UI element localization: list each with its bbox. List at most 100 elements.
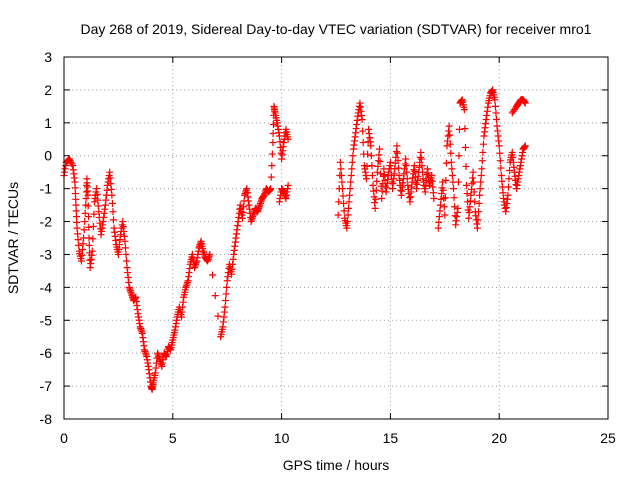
data-point — [447, 158, 455, 166]
data-point — [211, 292, 219, 300]
data-point — [521, 99, 529, 107]
data-point — [85, 241, 93, 249]
data-point — [221, 303, 229, 311]
data-point — [284, 181, 292, 189]
data-point — [347, 171, 355, 179]
data-point — [470, 178, 478, 186]
data-point — [85, 234, 93, 242]
data-point — [206, 250, 214, 258]
x-tick-label: 20 — [491, 430, 507, 446]
data-point — [65, 155, 73, 163]
data-point — [337, 165, 345, 173]
data-point — [440, 203, 448, 211]
data-point — [337, 171, 345, 179]
data-point — [497, 164, 505, 172]
y-axis-label: SDTVAR / TECUs — [5, 182, 21, 294]
data-point — [284, 135, 292, 143]
data-point — [269, 139, 277, 147]
data-point — [492, 109, 500, 117]
data-point — [269, 130, 277, 138]
data-point — [439, 178, 447, 186]
data-point — [108, 199, 116, 207]
x-tick-label: 10 — [274, 430, 290, 446]
data-point — [477, 171, 485, 179]
data-point — [269, 120, 277, 128]
data-point — [471, 198, 479, 206]
data-point — [336, 158, 344, 166]
data-point — [123, 257, 131, 265]
data-point — [445, 122, 453, 130]
data-point — [491, 102, 499, 110]
data-point — [68, 160, 76, 168]
data-point — [349, 152, 357, 160]
data-point — [110, 216, 118, 224]
data-point — [378, 195, 386, 203]
data-point — [358, 116, 366, 124]
data-point — [461, 125, 469, 133]
data-point — [430, 195, 438, 203]
y-tick-label: -1 — [40, 181, 53, 197]
y-tick-label: 0 — [44, 148, 52, 164]
data-point — [463, 181, 471, 189]
y-tick-label: -7 — [40, 378, 53, 394]
data-point — [393, 142, 401, 150]
data-point — [348, 165, 356, 173]
data-point — [418, 168, 426, 176]
data-point — [345, 204, 353, 212]
data-point — [372, 195, 380, 203]
data-point — [268, 162, 276, 170]
data-point — [446, 140, 454, 148]
data-point — [90, 210, 98, 218]
data-point — [460, 106, 468, 114]
data-point — [379, 172, 387, 180]
data-point — [403, 168, 411, 176]
y-tick-label: -6 — [40, 345, 53, 361]
data-point — [372, 186, 380, 194]
data-point — [80, 226, 88, 234]
y-tick-label: -2 — [40, 214, 53, 230]
data-point — [474, 216, 482, 224]
x-tick-label: 0 — [60, 430, 68, 446]
data-point — [339, 185, 347, 193]
data-point — [108, 191, 116, 199]
data-point — [347, 178, 355, 186]
data-point — [121, 237, 129, 245]
data-point — [373, 177, 381, 185]
data-point — [85, 223, 93, 231]
data-point — [450, 194, 458, 202]
data-point — [479, 140, 487, 148]
data-point — [477, 178, 485, 186]
data-point — [447, 149, 455, 157]
data-point — [454, 204, 462, 212]
data-point — [214, 312, 222, 320]
data-point — [504, 183, 512, 191]
data-point — [121, 244, 129, 252]
data-point — [364, 150, 372, 158]
data-point — [495, 142, 503, 150]
data-point — [455, 125, 463, 133]
data-point — [496, 149, 504, 157]
data-point — [418, 162, 426, 170]
chart-title: Day 268 of 2019, Sidereal Day-to-day VTE… — [81, 21, 592, 37]
data-point — [89, 222, 97, 230]
data-point — [403, 175, 411, 183]
grid — [64, 57, 608, 419]
data-point — [89, 235, 97, 243]
data-point — [506, 167, 514, 175]
data-point — [386, 158, 394, 166]
data-point — [345, 198, 353, 206]
data-point — [505, 175, 513, 183]
data-point — [478, 157, 486, 165]
data-point — [476, 191, 484, 199]
y-tick-label: 1 — [44, 115, 52, 131]
data-point — [402, 155, 410, 163]
data-point — [371, 204, 379, 212]
data-point — [451, 203, 459, 211]
y-tick-label: -5 — [40, 312, 53, 328]
data-point — [476, 185, 484, 193]
data-point — [267, 173, 275, 181]
data-point — [441, 211, 449, 219]
data-point — [339, 192, 347, 200]
data-point — [395, 164, 403, 172]
